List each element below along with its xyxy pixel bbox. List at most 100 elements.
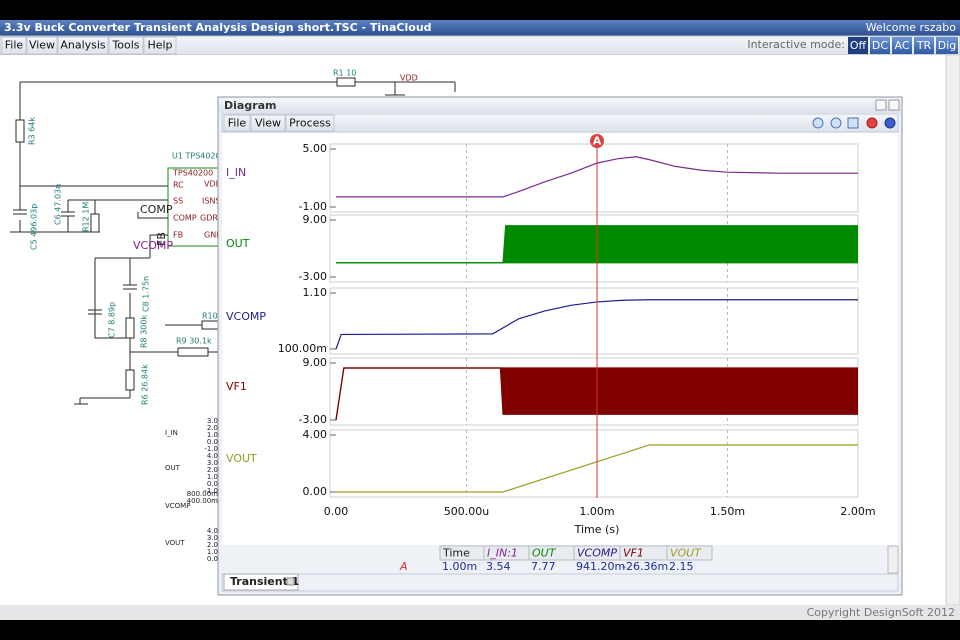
wire <box>74 212 218 405</box>
pin-label: FB <box>173 231 183 240</box>
header-text: I_IN:1 <box>487 547 518 560</box>
cell: 7.77 <box>531 560 556 573</box>
zoom-in[interactable] <box>812 117 824 129</box>
net-label: VCOMP <box>133 239 173 252</box>
menu-item[interactable] <box>1 36 27 55</box>
pin-label: SS <box>173 197 183 206</box>
menu-item[interactable] <box>143 36 177 55</box>
zoom-out[interactable] <box>830 117 842 129</box>
menu-item[interactable] <box>250 114 286 132</box>
label: VDD <box>400 74 418 83</box>
resistor <box>125 369 135 391</box>
mode-button[interactable] <box>892 37 912 54</box>
x-tick-label: 0.00 <box>324 505 349 518</box>
resistor <box>201 320 219 330</box>
pin-label: ISNS <box>202 197 221 206</box>
scrollbar[interactable] <box>945 54 960 606</box>
help-button[interactable] <box>875 99 887 111</box>
pin-label: VDD <box>204 180 222 189</box>
tab[interactable] <box>223 573 299 591</box>
cell: 941.20m <box>576 560 625 573</box>
menu-label: File <box>228 117 247 130</box>
cursor-a[interactable] <box>866 117 878 129</box>
y-tick-label: -3.00 <box>299 270 327 283</box>
y-tick-label: -1.00 <box>299 200 327 213</box>
mini-tick: 2.0 <box>207 424 218 432</box>
tab-strip <box>221 573 899 592</box>
menu-item[interactable] <box>285 114 335 132</box>
resistor <box>125 317 135 339</box>
mini-plot-label: I_IN <box>165 429 178 437</box>
trace-label: OUT <box>226 237 250 250</box>
y-tick-label: 100.00m <box>278 342 327 355</box>
plot-frame <box>329 429 859 498</box>
mini-tick: 1.0 <box>207 431 218 439</box>
label: C7 8.89p <box>108 302 117 338</box>
y-tick-label: 9.00 <box>303 356 328 369</box>
x-tick-label: 2.00m <box>840 505 875 518</box>
table-scrollbar[interactable] <box>887 545 899 574</box>
net-label: FB <box>155 232 168 246</box>
y-tick-label: 1.10 <box>303 286 328 299</box>
resistor <box>15 119 25 143</box>
cursor-b[interactable] <box>884 117 896 129</box>
footer: Copyright DesignSoft 2012 <box>807 606 955 619</box>
mode-button[interactable] <box>870 37 890 54</box>
menu-label: Process <box>289 117 331 130</box>
cell: 3.54 <box>486 560 511 573</box>
trace-label: VCOMP <box>226 310 266 323</box>
trace <box>336 444 858 493</box>
diagram-title-bar <box>219 98 901 113</box>
menu-label: Help <box>147 39 172 52</box>
pin-label: GND <box>204 231 222 240</box>
mode-label: Dig <box>938 39 957 52</box>
trace-label: VF1 <box>226 380 247 393</box>
x-tick-label: 500.00u <box>444 505 489 518</box>
label: R10 <box>202 312 218 321</box>
cursor-handle[interactable] <box>590 134 604 148</box>
mini-plot-label: OUT <box>165 464 181 472</box>
tab-close[interactable] <box>286 577 295 586</box>
close-button[interactable] <box>888 99 900 111</box>
pin-label: COMP <box>173 214 197 223</box>
mini-plot-label: VOUT <box>165 539 185 547</box>
mode-button[interactable] <box>914 37 934 54</box>
schematic: R1 10 VDD R3 64k C6 47.03n R12 1M C5 496… <box>10 69 456 405</box>
mode-button[interactable] <box>936 37 958 54</box>
resistor <box>336 77 356 87</box>
mode-label: DC <box>872 39 888 52</box>
menu-item[interactable] <box>57 36 109 55</box>
wire <box>10 81 455 233</box>
label: R8 300k <box>140 315 149 348</box>
header-text: VCOMP <box>577 547 617 560</box>
x-tick-label: 1.50m <box>710 505 745 518</box>
label: R6 26.84k <box>141 364 150 405</box>
trace <box>336 156 858 198</box>
row-label: A <box>399 560 408 573</box>
mini-tick: 4.0 <box>207 452 218 460</box>
resistor <box>177 347 209 357</box>
fit[interactable] <box>847 117 859 129</box>
cell: -26.36m <box>622 560 668 573</box>
menu-item[interactable] <box>108 36 144 55</box>
diagram-menu-bar <box>221 113 899 133</box>
menu-item[interactable] <box>26 36 58 55</box>
cell: 2.15 <box>669 560 694 573</box>
y-tick-label: 5.00 <box>303 142 328 155</box>
header-cell <box>666 545 713 561</box>
title-bar <box>0 20 960 36</box>
capacitor <box>88 284 137 315</box>
bottom-band <box>0 620 960 640</box>
mode-button[interactable] <box>848 37 868 54</box>
welcome: Welcome rszabo <box>866 21 957 34</box>
header-text: OUT <box>532 547 557 560</box>
trace <box>335 367 858 421</box>
toolbar <box>812 117 896 129</box>
tab-label: Transient 1 <box>230 575 299 588</box>
header-text: Time <box>442 547 470 560</box>
y-tick-label: 4.00 <box>303 428 328 441</box>
mini-tick: 800.00m <box>187 490 218 498</box>
label: R9 30.1k <box>176 337 212 346</box>
menu-item[interactable] <box>223 114 251 132</box>
